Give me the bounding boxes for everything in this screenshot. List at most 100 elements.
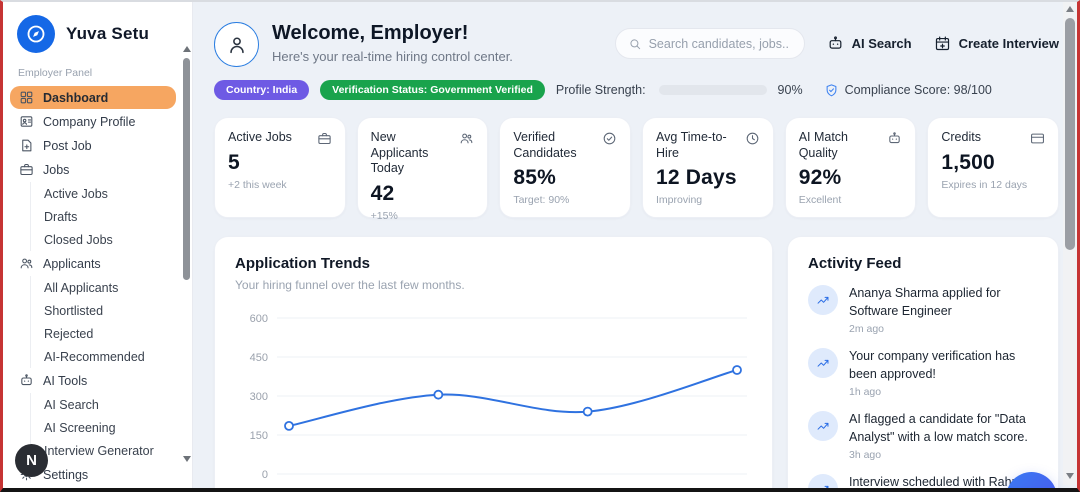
stat-card-credits: Credits 1,500 Expires in 12 days (927, 117, 1060, 218)
stat-value: 85% (513, 166, 556, 190)
profile-strength-label: Profile Strength: (555, 83, 646, 97)
sidebar-item-dashboard[interactable]: Dashboard (10, 86, 176, 109)
activity-feed-list: Ananya Sharma applied for Software Engin… (808, 285, 1038, 488)
calendar-plus-icon (934, 35, 951, 52)
verification-badge: Verification Status: Government Verified (320, 80, 545, 100)
sidebar-subitem-closed-jobs[interactable]: Closed Jobs (44, 232, 113, 247)
people-icon (459, 131, 474, 146)
sidebar-subitem-ai-search[interactable]: AI Search (44, 397, 99, 412)
ai-search-button[interactable]: AI Search (827, 35, 912, 52)
sidebar-item-label: Company Profile (43, 114, 136, 129)
page-subtitle: Here's your real-time hiring control cen… (272, 49, 513, 64)
doc-plus-icon (19, 138, 34, 153)
sidebar-subitem-active-jobs[interactable]: Active Jobs (44, 186, 108, 201)
ai-assistant-fab[interactable] (1006, 472, 1057, 492)
employer-avatar (214, 22, 259, 67)
stat-value: 42 (370, 181, 395, 205)
briefcase-icon (317, 131, 332, 146)
scroll-up-icon[interactable] (1066, 6, 1074, 12)
activity-time: 1h ago (849, 386, 882, 398)
sidebar-subitem-drafts[interactable]: Drafts (44, 209, 78, 224)
robot-icon (887, 131, 902, 146)
svg-text:600: 600 (250, 313, 268, 325)
stat-title: Credits (941, 130, 981, 144)
stat-title: New Applicants Today (370, 130, 429, 176)
activity-item: Your company verification has been appro… (808, 348, 1038, 398)
trend-up-icon (808, 474, 838, 488)
sparkles-icon (1021, 487, 1043, 492)
svg-text:0: 0 (262, 469, 268, 481)
sidebar-item-post-job[interactable]: Post Job (10, 134, 176, 157)
stat-sublabel: Excellent (798, 194, 842, 207)
application-trends-card: Application Trends Your hiring funnel ov… (214, 236, 773, 488)
page-header: Welcome, Employer! Here's your real-time… (214, 22, 1059, 67)
create-interview-label: Create Interview (958, 36, 1059, 51)
stat-sublabel: Target: 90% (513, 194, 570, 207)
scroll-up-icon[interactable] (183, 46, 191, 52)
sidebar-item-label: Jobs (43, 162, 70, 177)
scroll-down-icon[interactable] (1066, 473, 1074, 479)
scroll-down-icon[interactable] (183, 456, 191, 462)
sidebar-subitem-ai-recommended[interactable]: AI-Recommended (44, 349, 145, 364)
sidebar-item-settings[interactable]: Settings (10, 463, 176, 486)
shield-check-icon (824, 83, 839, 98)
main-scrollbar[interactable] (1063, 2, 1077, 485)
stat-title: Avg Time-to-Hire (656, 130, 727, 160)
activity-feed-title: Activity Feed (808, 255, 902, 272)
stat-sublabel: Expires in 12 days (941, 179, 1028, 191)
sidebar-subgroup: All Applicants Shortlisted Rejected AI-Reco… (30, 276, 180, 368)
profile-strength-value: 90% (777, 83, 803, 97)
profile-strength-bar (658, 85, 767, 95)
brand-name: Yuva Setu (66, 24, 150, 43)
sidebar-item-applicants[interactable]: Applicants (10, 252, 176, 275)
stat-card-new-applicants-today: New Applicants Today 42 +15% (356, 117, 489, 222)
grid-icon (19, 90, 34, 105)
activity-text: Ananya Sharma applied for Software Engin… (849, 286, 1001, 318)
sidebar-subitem-ai-screening[interactable]: AI Screening (44, 420, 116, 435)
sidebar-subitem-all-applicants[interactable]: All Applicants (44, 280, 119, 295)
sidebar-subitem-interview-generator[interactable]: Interview Generator (44, 443, 154, 458)
sidebar-subitem-rejected[interactable]: Rejected (44, 326, 94, 341)
svg-text:450: 450 (250, 352, 268, 364)
svg-text:150: 150 (250, 430, 268, 442)
stat-sublabel: +15% (370, 209, 398, 222)
stat-value: 1,500 (941, 151, 995, 174)
compliance-score: Compliance Score: 98/100 (824, 83, 992, 98)
sidebar-item-company-profile[interactable]: Company Profile (10, 110, 176, 133)
svg-text:300: 300 (250, 391, 268, 403)
trend-up-icon (808, 411, 838, 441)
search-input[interactable] (648, 36, 789, 51)
sidebar-scrollbar-thumb[interactable] (183, 58, 190, 280)
sidebar-scrollbar[interactable] (182, 42, 191, 462)
brand-logo-icon (17, 15, 55, 53)
robot-icon (827, 35, 844, 52)
overlay-n-badge[interactable]: N (15, 444, 48, 477)
sidebar-item-ai-tools[interactable]: AI Tools (10, 369, 176, 392)
panel-label: Employer Panel (18, 67, 93, 79)
sidebar: Yuva Setu Employer Panel Dashboard Compan… (3, 2, 193, 488)
sidebar-item-label: Post Job (43, 138, 92, 153)
stat-title: Verified Candidates (513, 130, 577, 160)
stat-sublabel: +2 this week (228, 179, 287, 191)
stat-sublabel: Improving (656, 194, 703, 207)
activity-text: Your company verification has been appro… (849, 349, 1016, 381)
robot-icon (19, 373, 34, 388)
compliance-label: Compliance Score: 98/100 (844, 83, 992, 97)
global-search[interactable] (614, 28, 805, 59)
clock-icon (745, 131, 760, 146)
activity-text: AI flagged a candidate for "Data Analyst… (849, 412, 1028, 444)
id-card-icon (19, 114, 34, 129)
create-interview-button[interactable]: Create Interview (934, 35, 1059, 52)
activity-item: AI flagged a candidate for "Data Analyst… (808, 411, 1038, 461)
sidebar-item-login[interactable]: Login (10, 487, 176, 488)
check-circle-icon (602, 131, 617, 146)
sidebar-item-jobs[interactable]: Jobs (10, 158, 176, 181)
activity-item: Ananya Sharma applied for Software Engin… (808, 285, 1038, 335)
activity-feed-card: Activity Feed Ananya Sharma applied for … (787, 236, 1059, 488)
chart-title: Application Trends (235, 255, 371, 272)
main-scrollbar-thumb[interactable] (1065, 18, 1075, 250)
sidebar-subitem-shortlisted[interactable]: Shortlisted (44, 303, 104, 318)
trend-up-icon (808, 348, 838, 378)
sidebar-subgroup: AI Search AI Screening Interview Generator (30, 393, 180, 462)
